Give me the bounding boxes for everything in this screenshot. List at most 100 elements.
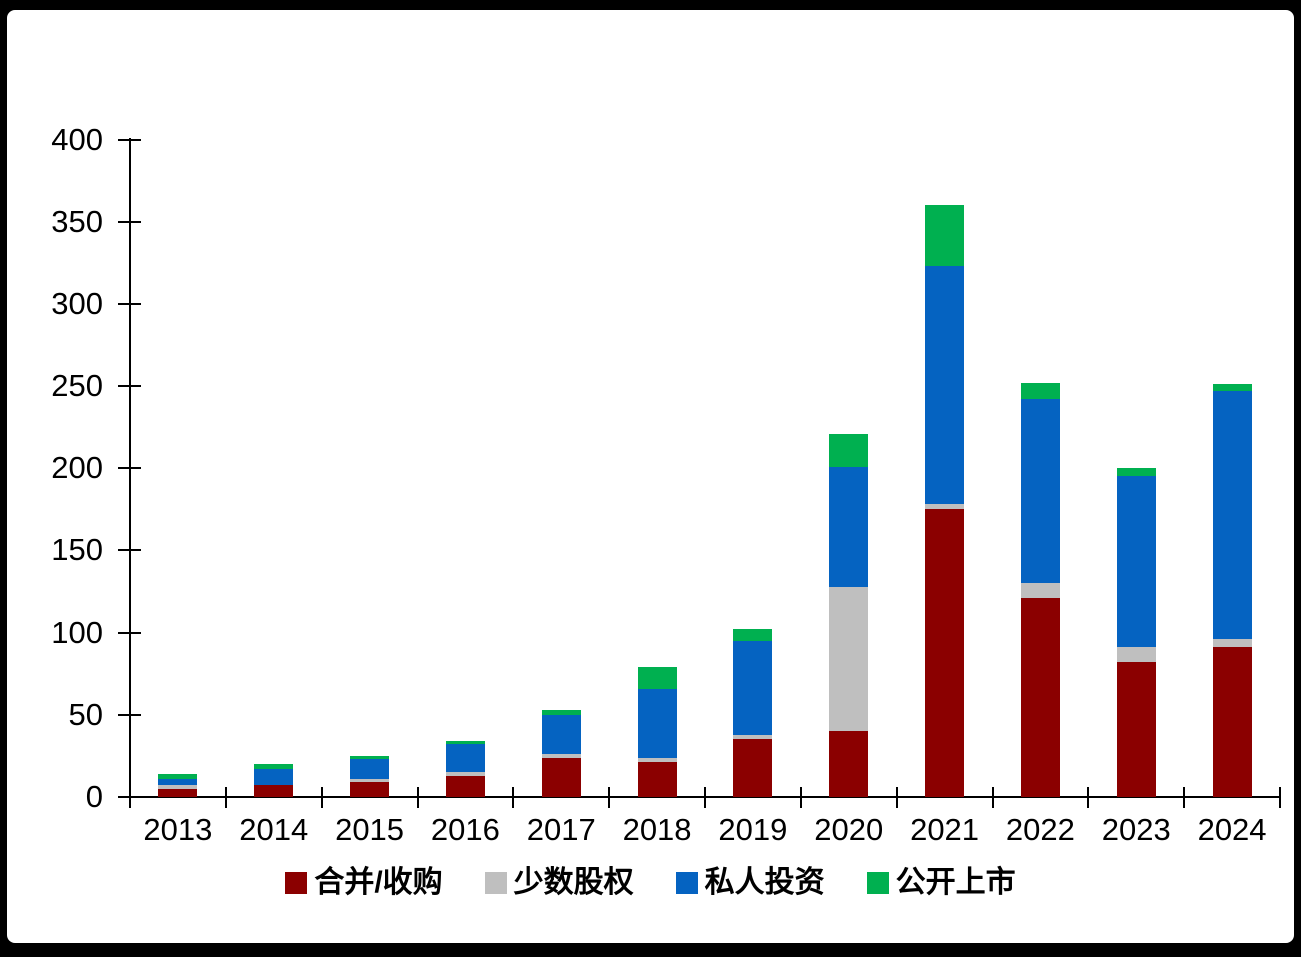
bar-2020-segment-4 bbox=[829, 433, 869, 467]
bar-2017-segment-3 bbox=[541, 714, 581, 755]
bar-2024-segment-2 bbox=[1212, 639, 1252, 648]
bar-2015-segment-1 bbox=[350, 782, 390, 797]
y-tick-label: 250 bbox=[51, 368, 103, 404]
x-axis-tick bbox=[129, 787, 131, 808]
chart-legend: 合并/收购 少数股权 私人投资 公开上市 bbox=[7, 867, 1294, 899]
legend-swatch-icon bbox=[866, 872, 889, 894]
x-axis-tick bbox=[799, 787, 802, 808]
legend-label: 公开上市 bbox=[895, 866, 1016, 899]
bar-2013-segment-3 bbox=[158, 778, 198, 786]
bar-2024-segment-4 bbox=[1212, 384, 1252, 391]
y-axis-tick bbox=[118, 220, 141, 223]
y-tick-label: 50 bbox=[68, 696, 103, 732]
x-tick-label: 2020 bbox=[814, 812, 884, 847]
y-axis-tick bbox=[118, 549, 141, 552]
x-tick-label: 2018 bbox=[622, 812, 692, 847]
x-tick-label: 2024 bbox=[1197, 812, 1267, 847]
legend-label: 私人投资 bbox=[704, 866, 825, 899]
bar-2020-segment-3 bbox=[829, 466, 869, 587]
x-axis-tick bbox=[512, 787, 515, 808]
y-tick-label: 400 bbox=[51, 121, 103, 157]
legend-label: 合并/收购 bbox=[314, 866, 443, 899]
x-axis-tick bbox=[224, 787, 227, 808]
bar-2021-segment-2 bbox=[925, 504, 965, 510]
bar-2023-segment-3 bbox=[1116, 476, 1156, 648]
bar-2014-segment-1 bbox=[254, 785, 294, 797]
bar-2018-segment-1 bbox=[637, 762, 677, 797]
bar-2020-segment-2 bbox=[829, 586, 869, 732]
y-tick-label: 300 bbox=[51, 285, 103, 321]
bar-2023-segment-1 bbox=[1116, 662, 1156, 797]
y-axis-tick bbox=[118, 713, 141, 716]
y-tick-label: 0 bbox=[85, 779, 103, 814]
bar-2013-segment-2 bbox=[158, 785, 198, 789]
x-tick-label: 2017 bbox=[526, 812, 596, 847]
x-axis-tick bbox=[1087, 787, 1090, 808]
x-axis-tick bbox=[1183, 787, 1186, 808]
bar-2024-segment-3 bbox=[1212, 390, 1252, 640]
bar-2022-segment-1 bbox=[1020, 598, 1060, 797]
bar-2023-segment-4 bbox=[1116, 468, 1156, 477]
bar-2016-segment-1 bbox=[445, 775, 485, 797]
bar-2013-segment-1 bbox=[158, 788, 198, 797]
stacked-bar-chart: 0 50 100 150 200 250 300 350 400 2013 2014 2015 2016… bbox=[7, 10, 1294, 943]
y-axis-tick bbox=[118, 467, 141, 470]
y-tick-label: 200 bbox=[51, 450, 103, 486]
x-axis-tick bbox=[704, 787, 706, 808]
bar-2021-segment-1 bbox=[925, 509, 965, 797]
y-axis-tick bbox=[118, 138, 141, 141]
chart-canvas: 0 50 100 150 200 250 300 350 400 2013 2014 2015 2016… bbox=[7, 10, 1294, 943]
bar-2015-segment-3 bbox=[350, 759, 390, 779]
y-tick-label: 150 bbox=[51, 532, 103, 568]
bar-2019-segment-1 bbox=[733, 739, 773, 797]
x-tick-label: 2022 bbox=[1005, 812, 1075, 847]
x-axis-tick bbox=[416, 787, 419, 808]
x-tick-label: 2016 bbox=[430, 812, 500, 847]
x-tick-label: 2015 bbox=[335, 812, 405, 847]
bar-2017-segment-1 bbox=[541, 757, 581, 797]
y-axis-tick bbox=[118, 302, 141, 305]
x-axis-tick bbox=[608, 787, 611, 808]
bar-2021-segment-4 bbox=[925, 205, 965, 267]
legend-item-1: 合并/收购 bbox=[285, 866, 443, 899]
y-tick-label: 350 bbox=[51, 203, 103, 239]
x-tick-label: 2021 bbox=[910, 812, 980, 847]
legend-swatch-icon bbox=[285, 872, 308, 894]
bar-2019-segment-2 bbox=[733, 734, 773, 740]
x-tick-label: 2014 bbox=[239, 812, 309, 847]
y-axis-tick bbox=[118, 631, 141, 634]
x-tick-label: 2023 bbox=[1101, 812, 1171, 847]
bar-2017-segment-4 bbox=[541, 709, 581, 715]
bar-2022-segment-3 bbox=[1020, 399, 1060, 584]
legend-swatch-icon bbox=[675, 872, 698, 894]
bar-2016-segment-2 bbox=[445, 772, 485, 776]
bar-2013-segment-4 bbox=[158, 773, 198, 779]
x-tick-label: 2013 bbox=[143, 812, 213, 847]
bar-2023-segment-2 bbox=[1116, 647, 1156, 663]
x-tick-label: 2019 bbox=[718, 812, 788, 847]
bar-2018-segment-4 bbox=[637, 667, 677, 689]
bar-2022-segment-4 bbox=[1020, 382, 1060, 400]
legend-item-4: 公开上市 bbox=[866, 866, 1016, 899]
bar-2016-segment-3 bbox=[445, 744, 485, 773]
bar-2017-segment-2 bbox=[541, 754, 581, 758]
bar-2020-segment-1 bbox=[829, 731, 869, 797]
legend-item-3: 私人投资 bbox=[675, 866, 825, 899]
bar-2018-segment-2 bbox=[637, 757, 677, 763]
bar-2016-segment-4 bbox=[445, 741, 485, 745]
bar-2014-segment-3 bbox=[254, 769, 294, 786]
y-tick-label: 100 bbox=[51, 614, 103, 650]
legend-item-2: 少数股权 bbox=[484, 866, 634, 899]
bar-2015-segment-2 bbox=[350, 778, 390, 783]
bar-2014-segment-4 bbox=[254, 764, 294, 770]
legend-label: 少数股权 bbox=[513, 866, 634, 899]
x-axis-tick bbox=[991, 787, 994, 808]
bar-2022-segment-2 bbox=[1020, 583, 1060, 599]
bar-2019-segment-4 bbox=[733, 629, 773, 641]
x-axis-tick bbox=[895, 787, 898, 808]
y-axis-tick bbox=[118, 385, 141, 388]
bar-2021-segment-3 bbox=[925, 266, 965, 505]
bar-2024-segment-1 bbox=[1212, 647, 1252, 797]
legend-swatch-icon bbox=[484, 872, 507, 894]
